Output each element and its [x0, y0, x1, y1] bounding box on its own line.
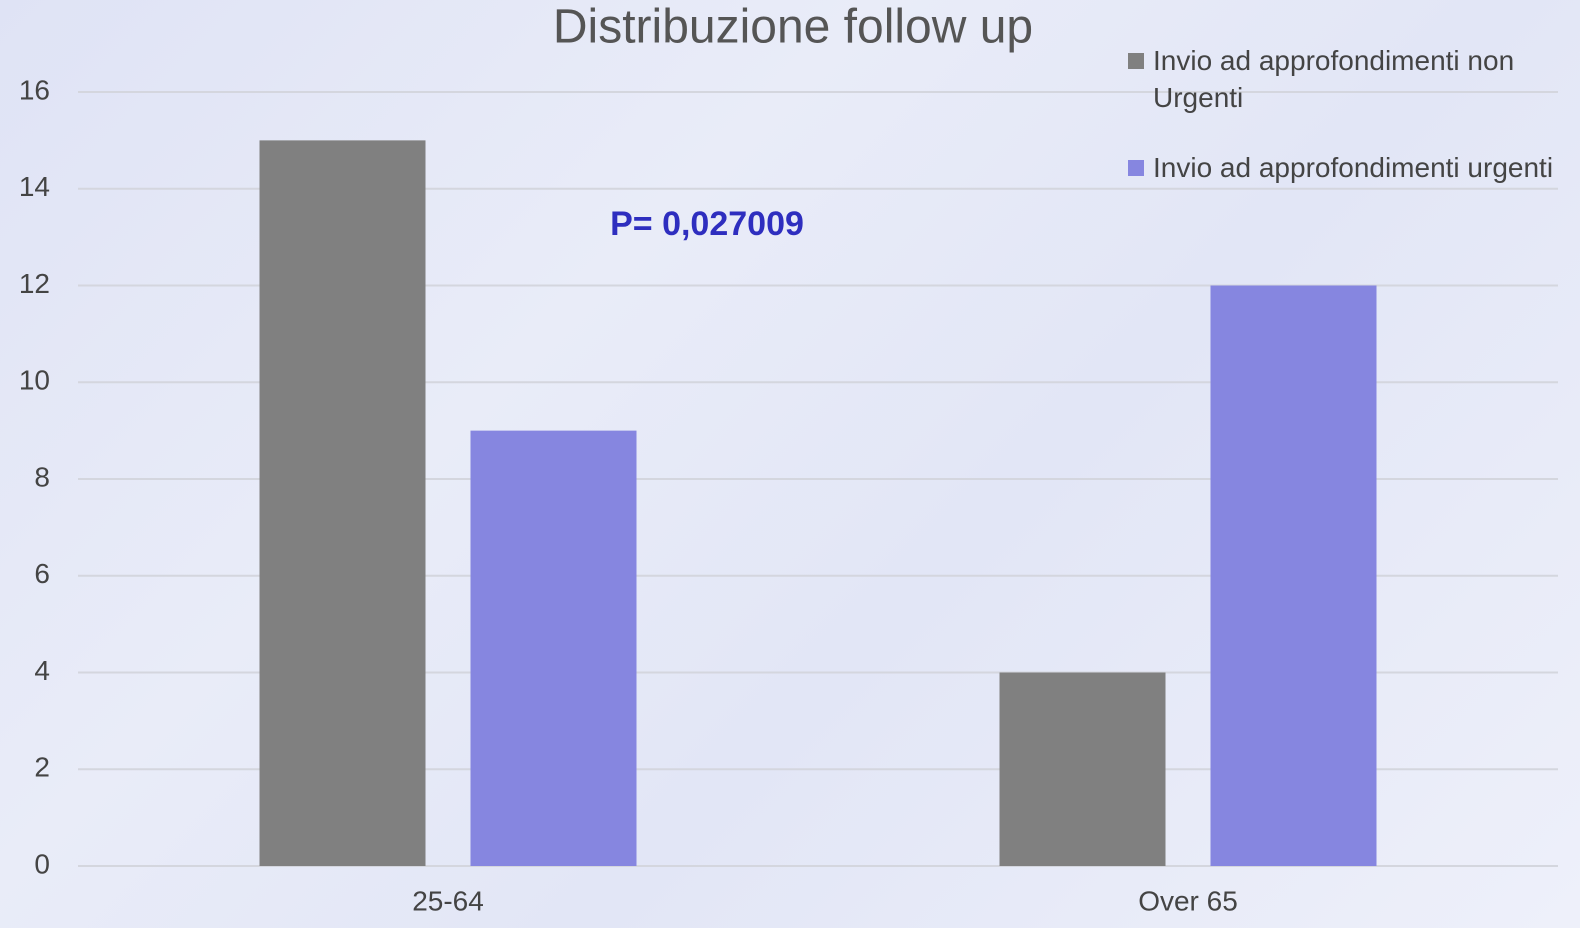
legend-swatch	[1128, 160, 1144, 176]
bar	[1210, 285, 1377, 866]
legend-item: Invio ad approfondimenti non Urgenti	[1128, 42, 1568, 116]
y-tick-label: 6	[34, 558, 50, 589]
y-tick-label: 4	[34, 655, 50, 686]
y-tick-label: 10	[19, 365, 50, 396]
y-tick-label: 2	[34, 752, 50, 783]
bar	[999, 672, 1166, 866]
y-tick-label: 12	[19, 268, 50, 299]
bar	[259, 140, 426, 866]
legend-label: Invio ad approfondimenti non Urgenti	[1153, 45, 1515, 113]
legend-swatch	[1128, 53, 1144, 69]
y-tick-label: 8	[34, 461, 50, 492]
y-tick-label: 0	[34, 848, 50, 879]
legend-item: Invio ad approfondimenti urgenti	[1128, 149, 1568, 186]
chart-title: Distribuzione follow up	[553, 1, 1033, 54]
y-tick-label: 14	[19, 171, 50, 202]
legend: Invio ad approfondimenti non Urgenti Invi…	[1128, 42, 1568, 219]
x-tick-label: Over 65	[1138, 885, 1238, 916]
bar	[470, 430, 637, 866]
annotation: P= 0,027009	[610, 205, 804, 243]
y-tick-label: 16	[19, 74, 50, 105]
legend-label: Invio ad approfondimenti urgenti	[1153, 152, 1554, 183]
x-tick-label: 25-64	[412, 885, 484, 916]
